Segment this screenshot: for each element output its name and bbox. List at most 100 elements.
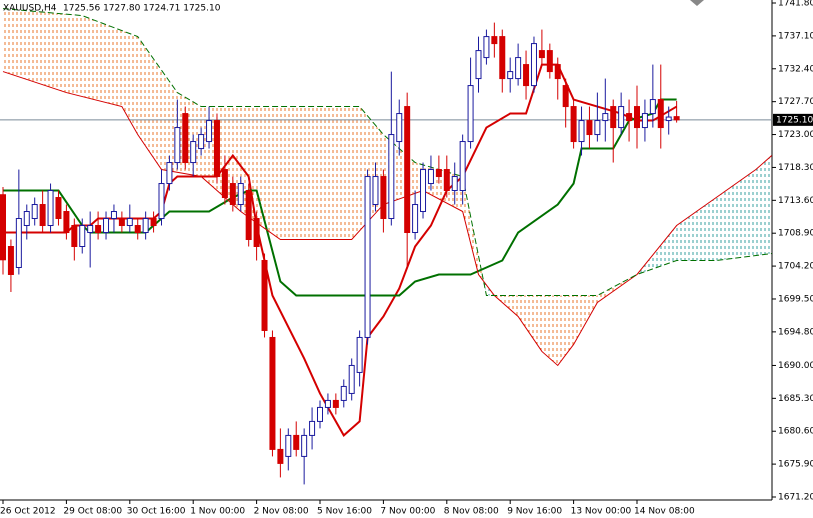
y-tick-label: 1685.30 (778, 394, 813, 404)
candle-body (198, 134, 205, 150)
candle-body (396, 113, 403, 143)
candle-body (515, 57, 522, 80)
last-price-label: 1725.10 (776, 115, 813, 125)
y-tick-label: 1694.80 (778, 327, 813, 337)
candle-body (110, 211, 117, 220)
candle-body (103, 218, 110, 234)
candle-body (261, 259, 268, 331)
candle-body (237, 183, 244, 206)
candle-body (213, 120, 220, 178)
candle-body (245, 190, 252, 241)
y-tick-label: 1723.00 (778, 130, 813, 140)
candle-body (269, 336, 276, 450)
candle-body (673, 116, 680, 121)
candle-body (340, 385, 347, 401)
candle-body (530, 43, 537, 87)
candle-body (649, 99, 656, 115)
candle-body (15, 218, 22, 268)
candle-body (79, 225, 86, 248)
candle-body (221, 169, 228, 199)
candle-body (475, 50, 482, 80)
candle-body (87, 225, 94, 234)
candle-body (491, 36, 498, 45)
y-tick-label: 1737.10 (778, 31, 813, 41)
candle-body (427, 169, 434, 185)
candle-body (364, 176, 371, 338)
candle-body (23, 211, 30, 227)
candle-body (634, 106, 640, 129)
candle-body (356, 336, 363, 373)
candle-body (538, 50, 545, 59)
candle-body (301, 434, 308, 457)
candle-body (174, 127, 181, 164)
candle-body (641, 113, 648, 129)
candle-body (0, 194, 6, 261)
indicator-line (2, 8, 772, 296)
candle-body (459, 141, 466, 192)
y-tick-label: 1704.20 (778, 262, 813, 272)
y-tick-label: 1708.90 (778, 229, 813, 239)
cloud-bearish (3, 8, 772, 366)
candle-body (285, 434, 292, 457)
candle-body (586, 120, 593, 136)
x-tick-label: 5 Nov 16:00 (317, 507, 372, 517)
candle-body (372, 176, 379, 206)
candle-body (443, 169, 450, 192)
x-tick-label: 26 Oct 2012 (0, 507, 56, 517)
last-price-box (773, 113, 813, 126)
candle-body (499, 36, 506, 80)
candle-body (309, 420, 316, 436)
candle-body (95, 225, 102, 234)
y-tick-label: 1699.50 (778, 294, 813, 304)
candle-body (166, 162, 173, 185)
candle-body (562, 85, 569, 108)
plot-area (0, 8, 772, 485)
candle-body (150, 218, 157, 227)
candle-body (404, 106, 411, 234)
candle-body (39, 204, 46, 227)
candle-body (293, 434, 300, 450)
x-tick-label: 13 Nov 00:00 (571, 507, 632, 517)
y-tick-label: 1713.60 (778, 196, 813, 206)
candle-body (594, 120, 601, 136)
candle-body (158, 183, 165, 220)
y-tick-label: 1690.00 (778, 361, 813, 371)
candle-body (610, 106, 617, 129)
candle-body (467, 85, 474, 143)
y-tick-label: 1718.30 (778, 163, 813, 173)
candle-body (665, 116, 672, 122)
x-tick-label: 30 Oct 16:00 (127, 507, 186, 517)
candle-body (388, 134, 395, 220)
candle-body (7, 246, 14, 275)
y-tick-label: 1680.60 (778, 427, 813, 437)
candle-body (134, 225, 141, 234)
candle-body (380, 176, 387, 220)
y-tick-label: 1675.90 (778, 460, 813, 470)
x-tick-label: 29 Oct 08:00 (63, 507, 122, 517)
candle-body (420, 169, 427, 213)
indicator-line (3, 98, 677, 297)
candle-body (71, 225, 78, 248)
x-tick-label: 9 Nov 16:00 (507, 507, 562, 517)
candle-body (55, 197, 62, 220)
candle-body (578, 120, 585, 143)
x-tick-label: 8 Nov 08:00 (444, 507, 499, 517)
candle-body (190, 141, 197, 164)
candle-body (31, 204, 38, 220)
candle-body (546, 50, 553, 73)
y-tick-label: 1727.70 (778, 97, 813, 107)
ohlc-text: 1725.56 1727.80 1724.71 1725.10 (63, 4, 221, 14)
candle-body (483, 36, 490, 59)
candle-body (324, 399, 331, 408)
candle-body (602, 113, 609, 122)
candle-body (229, 183, 236, 206)
candle-body (126, 218, 133, 227)
y-tick-label: 1741.80 (778, 0, 813, 9)
candle-body (317, 406, 323, 422)
candle-body (182, 113, 189, 164)
candle-body (332, 399, 339, 408)
candle-body (451, 176, 458, 192)
y-tick-label: 1732.40 (778, 64, 813, 74)
candle-body (142, 218, 149, 234)
